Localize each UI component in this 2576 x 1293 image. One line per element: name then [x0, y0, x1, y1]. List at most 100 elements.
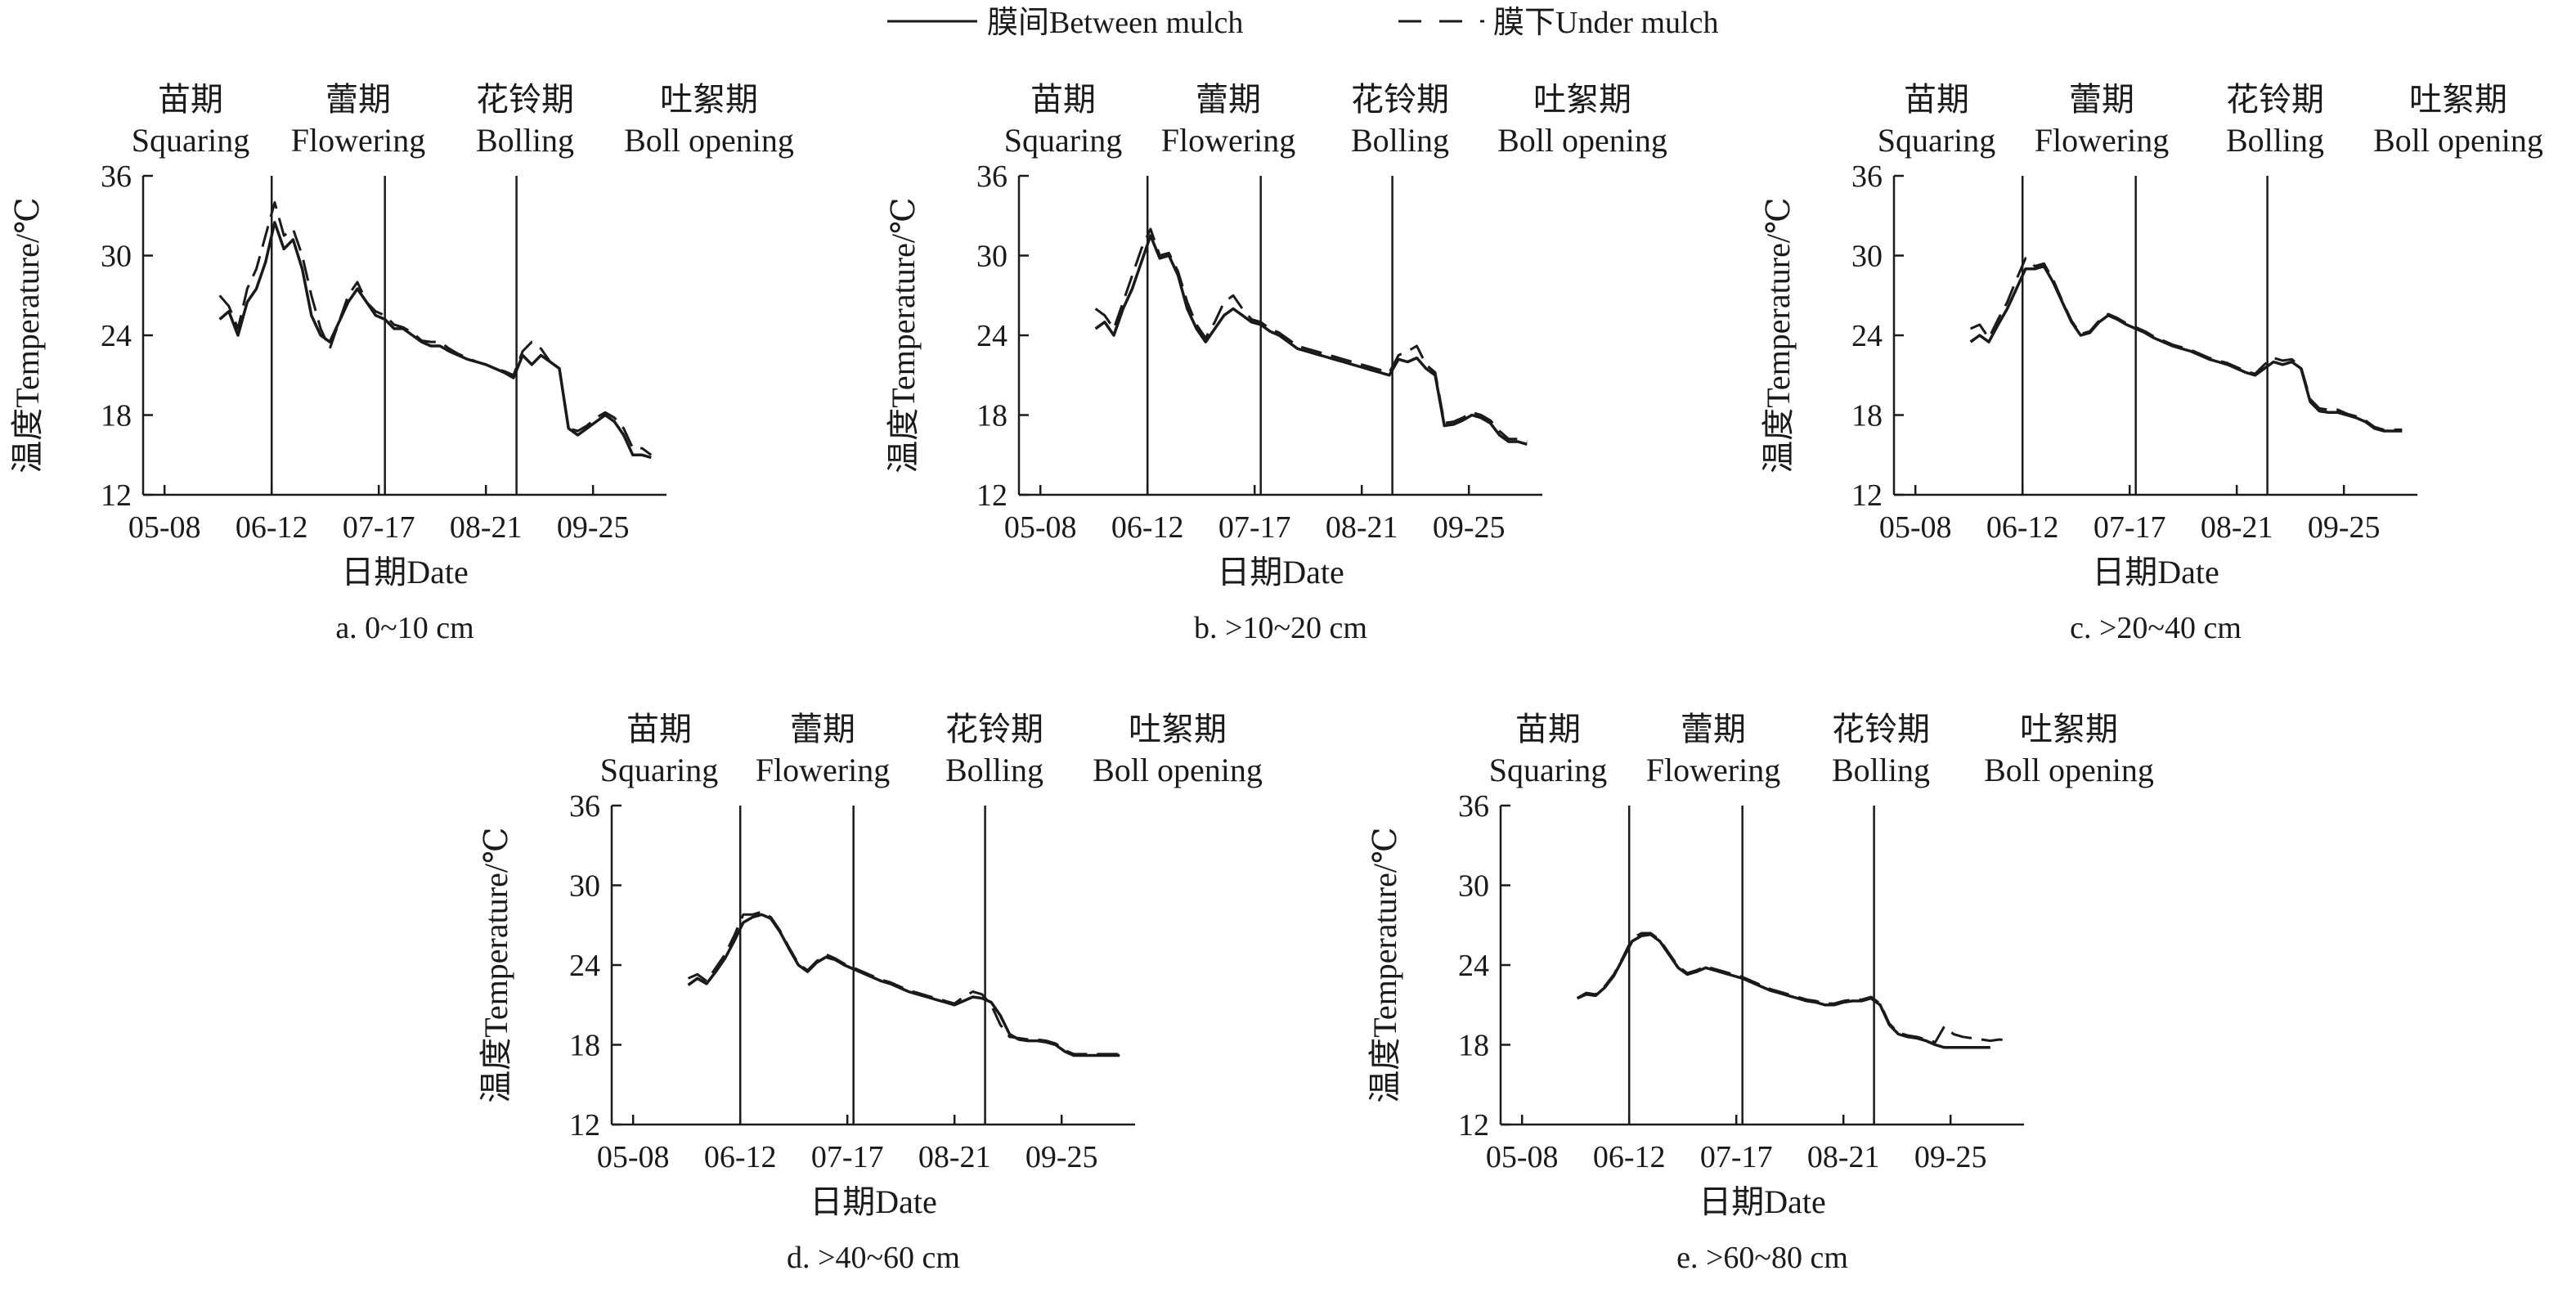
y-tick-label: 36 — [569, 789, 600, 824]
stage-label-cn: 蕾期 — [1681, 711, 1746, 748]
series-under-mulch-line — [1576, 932, 2009, 1044]
stage-label-en: Squaring — [132, 122, 249, 159]
stage-label-cn: 花铃期 — [2226, 81, 2324, 118]
y-tick-label: 36 — [1458, 789, 1489, 824]
y-axis-title: 温度Temperature/℃ — [1760, 197, 1797, 473]
x-tick-label: 09-25 — [2308, 510, 2381, 545]
x-tick-label: 06-12 — [1111, 510, 1184, 545]
stage-label-cn: 苗期 — [158, 81, 223, 118]
x-tick-label: 09-25 — [557, 510, 630, 545]
y-tick-label: 18 — [101, 399, 132, 433]
x-tick-label: 07-17 — [343, 510, 415, 545]
y-tick-label: 36 — [101, 159, 132, 194]
y-tick-label: 24 — [1851, 319, 1883, 353]
series-under-mulch-line — [687, 910, 1120, 1056]
stage-label-cn: 花铃期 — [945, 711, 1043, 748]
y-tick-label: 12 — [1851, 478, 1883, 513]
panel-caption: b. >10~20 cm — [1194, 611, 1367, 645]
y-tick-label: 24 — [1458, 949, 1489, 983]
panel-caption: a. 0~10 cm — [335, 611, 473, 645]
series-between-mulch-line — [218, 221, 652, 460]
chart-panel-2: 12 18 24 30 36 05-08 06-12 07-17 08-21 09-25 日期Dat… — [885, 81, 1667, 645]
stage-label-cn: 吐絮期 — [2020, 711, 2118, 748]
x-tick-label: 08-21 — [450, 510, 523, 545]
stage-label-en: Boll opening — [1093, 752, 1263, 788]
x-axis-title: 日期Date — [1699, 1183, 1826, 1220]
y-tick-label: 18 — [976, 399, 1008, 433]
y-tick-label: 30 — [1851, 240, 1883, 274]
chart-panel-3: 12 18 24 30 36 05-08 06-12 07-17 08-21 09-25 日期Dat… — [1760, 81, 2543, 645]
x-tick-label: 08-21 — [2201, 510, 2273, 545]
series-between-mulch-line — [687, 913, 1120, 1057]
stage-label-en: Boll opening — [624, 122, 794, 159]
panel-caption: e. >60~80 cm — [1676, 1241, 1848, 1275]
y-tick-label: 18 — [1458, 1029, 1489, 1063]
stage-label-en: Squaring — [600, 752, 718, 788]
legend-dashed-label: 膜下Under mulch — [1493, 6, 1718, 40]
x-tick-label: 05-08 — [1486, 1140, 1559, 1174]
stage-label-en: Boll opening — [1984, 752, 2154, 788]
x-tick-label: 09-25 — [1433, 510, 1506, 545]
x-tick-label: 06-12 — [704, 1140, 777, 1174]
series-under-mulch-line — [1969, 257, 2403, 431]
chart-panel-4: 12 18 24 30 36 05-08 06-12 07-17 08-21 09-25 日期Dat… — [478, 711, 1263, 1275]
stage-label-cn: 苗期 — [1515, 711, 1581, 748]
x-tick-label: 05-08 — [1879, 510, 1952, 545]
series-between-mulch-line — [1969, 264, 2403, 433]
stage-label-en: Flowering — [756, 752, 890, 788]
y-tick-label: 12 — [1458, 1108, 1489, 1143]
y-tick-label: 30 — [976, 240, 1008, 274]
y-tick-label: 36 — [976, 159, 1008, 194]
x-axis-title: 日期Date — [1217, 554, 1344, 590]
series-under-mulch-line — [1094, 227, 1528, 443]
stage-label-cn: 苗期 — [1030, 81, 1096, 118]
stage-label-cn: 吐絮期 — [2409, 81, 2507, 118]
stage-label-cn: 吐絮期 — [1129, 711, 1227, 748]
stage-label-cn: 吐絮期 — [660, 81, 758, 118]
stage-label-cn: 花铃期 — [1832, 711, 1930, 748]
y-axis-title: 温度Temperature/℃ — [885, 197, 922, 473]
legend-solid-label: 膜间Between mulch — [987, 6, 1243, 40]
x-tick-label: 09-25 — [1025, 1140, 1098, 1174]
chart-panel-5: 12 18 24 30 36 05-08 06-12 07-17 08-21 09-25 日期Dat… — [1367, 711, 2154, 1275]
stage-label-en: Boll opening — [2373, 122, 2543, 159]
stage-label-en: Bolling — [1832, 752, 1930, 788]
stage-label-en: Bolling — [476, 122, 574, 159]
stage-label-cn: 蕾期 — [790, 711, 855, 748]
stage-label-cn: 苗期 — [626, 711, 692, 748]
x-tick-label: 08-21 — [918, 1140, 991, 1174]
x-tick-label: 05-08 — [597, 1140, 670, 1174]
stage-label-en: Squaring — [1878, 122, 1995, 159]
stage-label-cn: 蕾期 — [1196, 81, 1261, 118]
stage-label-cn: 吐絮期 — [1533, 81, 1631, 118]
x-axis-title: 日期Date — [341, 554, 469, 590]
x-tick-label: 07-17 — [811, 1140, 884, 1174]
x-tick-label: 06-12 — [1986, 510, 2059, 545]
stage-label-cn: 花铃期 — [476, 81, 574, 118]
stage-label-en: Bolling — [2226, 122, 2324, 159]
y-tick-label: 30 — [101, 240, 132, 274]
y-tick-label: 18 — [569, 1029, 600, 1063]
stage-label-en: Boll opening — [1497, 122, 1667, 159]
x-tick-label: 08-21 — [1807, 1140, 1880, 1174]
stage-label-en: Squaring — [1004, 122, 1122, 159]
series-between-mulch-line — [1094, 234, 1528, 446]
x-tick-label: 07-17 — [1218, 510, 1291, 545]
stage-label-en: Flowering — [291, 122, 425, 159]
y-tick-label: 30 — [1458, 869, 1489, 904]
panel-caption: d. >40~60 cm — [787, 1241, 960, 1275]
stage-label-en: Bolling — [1351, 122, 1449, 159]
stage-label-en: Flowering — [1646, 752, 1780, 788]
series-under-mulch-line — [218, 201, 653, 456]
stage-label-cn: 苗期 — [1904, 81, 1969, 118]
stage-label-en: Bolling — [945, 752, 1043, 788]
y-tick-label: 18 — [1851, 399, 1883, 433]
x-tick-label: 09-25 — [1914, 1140, 1987, 1174]
stage-label-en: Flowering — [1161, 122, 1295, 159]
stage-label-cn: 花铃期 — [1351, 81, 1449, 118]
panel-caption: c. >20~40 cm — [2070, 611, 2242, 645]
y-axis-title: 温度Temperature/℃ — [9, 197, 46, 473]
x-tick-label: 06-12 — [1593, 1140, 1666, 1174]
y-axis-title: 温度Temperature/℃ — [478, 827, 514, 1102]
